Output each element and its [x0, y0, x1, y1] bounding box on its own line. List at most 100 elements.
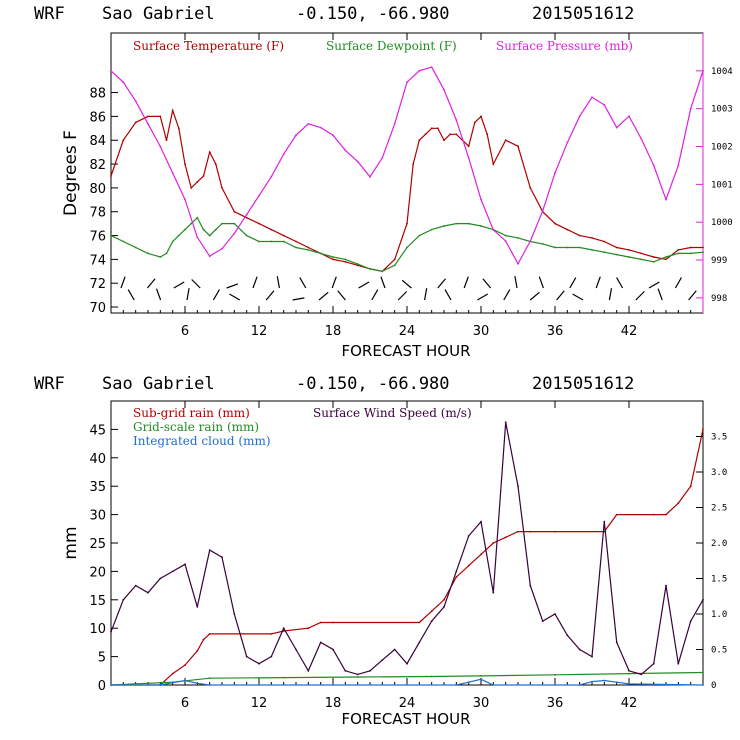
data-point [517, 485, 519, 488]
data-point [319, 641, 322, 644]
data-point [171, 240, 174, 243]
wind-barb [503, 289, 511, 301]
data-point [554, 246, 556, 249]
data-point [424, 133, 427, 136]
data-point [233, 232, 236, 235]
chart2-legend-subgrid: Sub-grid rain (mm) [133, 406, 250, 420]
data-point [443, 225, 445, 227]
data-point [418, 69, 421, 72]
data-point [282, 234, 285, 237]
data-point [480, 198, 482, 201]
data-point [467, 535, 470, 537]
data-point [665, 513, 667, 516]
y-tick-label: 25 [89, 537, 106, 552]
wind-barb [424, 288, 428, 301]
data-point [177, 127, 180, 130]
series-line-3 [110, 66, 704, 266]
data-point [110, 69, 112, 72]
wind-barb [120, 276, 126, 289]
data-point [504, 139, 507, 142]
series-line-4 [110, 422, 704, 676]
data-point [406, 222, 408, 225]
data-point [455, 570, 458, 573]
data-point [122, 139, 125, 142]
y-tick-label: 45 [89, 423, 106, 438]
data-point [177, 234, 180, 237]
data-point [122, 598, 125, 601]
data-point [504, 536, 507, 539]
y-tick-label: 80 [89, 182, 106, 197]
data-point [554, 172, 556, 174]
x-tick-label: 30 [473, 324, 490, 339]
wind-barb [514, 276, 518, 289]
wind-barb [556, 290, 565, 301]
data-point [190, 222, 193, 225]
data-point [393, 648, 396, 651]
data-point [282, 676, 285, 679]
y2-tick-label: 3.0 [711, 468, 727, 478]
data-point [134, 246, 137, 249]
x-tick-label: 30 [473, 696, 490, 711]
data-point [677, 249, 680, 251]
data-point [628, 256, 630, 258]
data-point [165, 139, 168, 142]
wind-barb [572, 293, 584, 301]
data-point [702, 251, 704, 254]
data-point [184, 563, 186, 566]
data-point [689, 246, 692, 249]
data-point [202, 228, 205, 231]
data-point [369, 268, 371, 270]
x-tick-label: 24 [399, 324, 416, 339]
chart2-legend-wind: Surface Wind Speed (m/s) [313, 406, 472, 420]
data-point [473, 121, 476, 124]
data-point [640, 673, 643, 676]
y2-tick-label: 998 [711, 294, 727, 304]
data-point [202, 638, 205, 641]
data-point [591, 249, 593, 251]
wind-barb [397, 291, 408, 301]
data-point [208, 677, 211, 680]
x-tick-label: 42 [621, 696, 638, 711]
data-point [258, 194, 260, 197]
data-point [110, 684, 112, 686]
data-point [492, 163, 495, 166]
data-point [295, 240, 297, 243]
y-tick-label: 10 [89, 622, 106, 637]
data-point [702, 671, 704, 674]
data-point [159, 115, 162, 118]
wind-barb [265, 290, 275, 301]
x-tick-label: 36 [547, 696, 564, 711]
data-point [640, 252, 643, 255]
y-tick-label: 72 [89, 277, 106, 292]
data-point [184, 679, 186, 682]
data-point [492, 684, 495, 686]
data-point [628, 249, 630, 251]
data-point [369, 175, 371, 178]
data-point [554, 673, 556, 676]
y2-tick-label: 3.5 [711, 433, 727, 443]
chart1-run: 2015051612 [532, 4, 634, 24]
data-point [122, 81, 125, 84]
wind-barb [401, 279, 412, 289]
y-tick-label: 86 [89, 110, 106, 125]
data-point [233, 210, 236, 213]
data-point [665, 198, 667, 201]
x-tick-label: 36 [547, 324, 564, 339]
wind-barb [331, 276, 337, 289]
data-point [578, 234, 581, 237]
data-point [307, 246, 310, 249]
chart1-xlabel: FORECAST HOUR [341, 342, 470, 360]
data-point [332, 134, 334, 137]
data-point [480, 675, 482, 677]
data-point [307, 122, 310, 125]
x-tick-label: 12 [251, 324, 268, 339]
x-tick-label: 6 [181, 696, 189, 711]
data-point [652, 256, 655, 258]
data-point [245, 234, 248, 237]
chart1-frame [110, 32, 704, 314]
chart2-legend-gridscale: Grid-scale rain (mm) [133, 420, 259, 434]
data-point [332, 648, 334, 651]
data-point [578, 115, 581, 118]
wind-barb [657, 288, 663, 301]
y-tick-label: 40 [89, 452, 106, 467]
